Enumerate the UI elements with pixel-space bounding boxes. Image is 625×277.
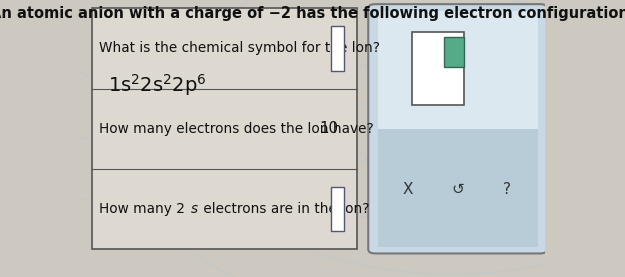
Text: $\mathregular{1s^22s^22p^6}$: $\mathregular{1s^22s^22p^6}$ — [108, 72, 207, 98]
Text: How many 2: How many 2 — [99, 202, 184, 216]
Text: What is the chemical symbol for the lon?: What is the chemical symbol for the lon? — [99, 42, 380, 55]
Bar — [331, 26, 344, 71]
Text: How many electrons does the lon have?: How many electrons does the lon have? — [99, 122, 374, 136]
Text: ↺: ↺ — [451, 181, 464, 197]
Text: An atomic anion with a charge of −2 has the following electron configuration:: An atomic anion with a charge of −2 has … — [0, 6, 625, 20]
Text: 10: 10 — [319, 121, 338, 136]
Bar — [378, 11, 538, 129]
Text: ?: ? — [503, 181, 511, 197]
Text: electrons are in the lon?: electrons are in the lon? — [199, 202, 369, 216]
Bar — [378, 129, 538, 247]
Text: s: s — [191, 202, 198, 216]
Text: X: X — [403, 181, 414, 197]
FancyBboxPatch shape — [368, 4, 547, 253]
Bar — [411, 32, 464, 105]
Bar — [444, 37, 464, 67]
Bar — [331, 187, 344, 231]
Bar — [92, 8, 357, 249]
